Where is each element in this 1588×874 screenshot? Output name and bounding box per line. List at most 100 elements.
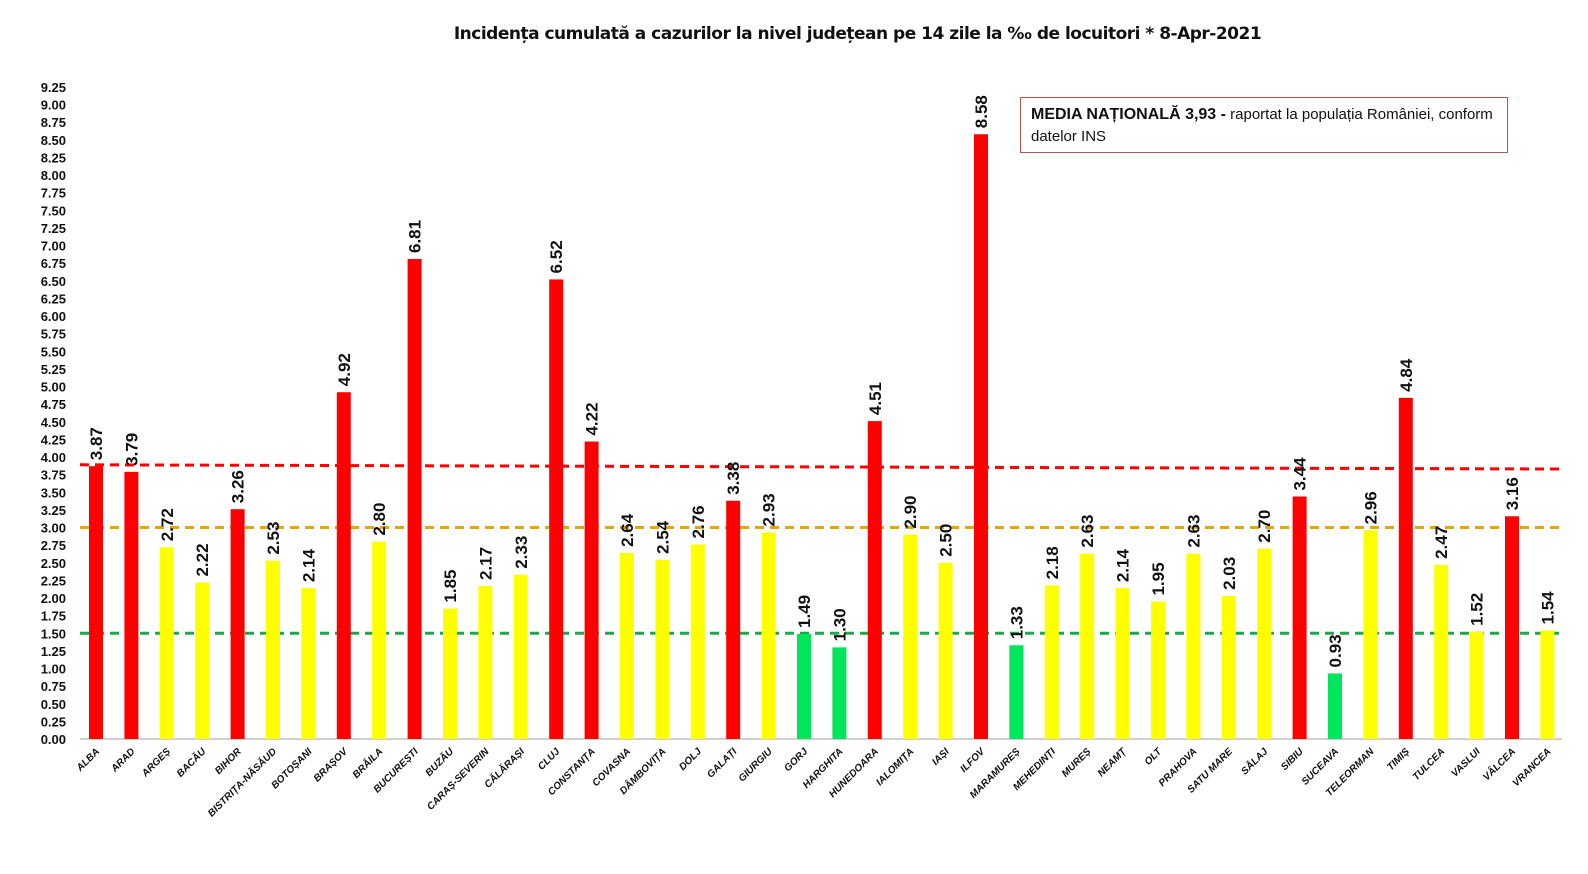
data-label: 6.52 [547, 240, 566, 273]
bar-caraș-severin [478, 586, 493, 739]
y-tick-label: 5.25 [41, 362, 66, 377]
y-tick-label: 5.75 [41, 327, 66, 342]
data-label: 3.44 [1291, 457, 1310, 491]
y-tick-label: 8.50 [41, 133, 66, 148]
bar-alba [89, 466, 103, 739]
bar-ilfov [974, 134, 988, 739]
y-tick-label: 7.50 [41, 203, 66, 218]
x-tick-label: BACĂU [174, 744, 209, 779]
y-tick-label: 8.75 [41, 115, 66, 130]
y-tick-label: 8.25 [41, 150, 66, 165]
data-label: 6.81 [406, 220, 425, 253]
reference-line [79, 463, 1563, 471]
data-label: 0.93 [1326, 634, 1345, 667]
data-label: 2.50 [937, 524, 956, 557]
bar-sălaj [1257, 548, 1272, 739]
y-tick-label: 8.00 [41, 168, 66, 183]
x-tick-label: ALBA [74, 746, 102, 774]
y-tick-label: 6.25 [41, 291, 66, 306]
y-tick-label: 2.50 [41, 556, 66, 571]
y-tick-label: 4.00 [41, 450, 66, 465]
y-tick-label: 3.75 [41, 468, 66, 483]
x-tick-label: VÂLCEA [1480, 745, 1518, 783]
bar-iași [938, 562, 953, 739]
data-label: 1.54 [1538, 591, 1557, 625]
y-tick-label: 0.50 [41, 697, 66, 712]
y-tick-label: 3.25 [41, 503, 66, 518]
x-tick-label: DOLJ [677, 746, 704, 773]
data-label: 2.22 [193, 543, 212, 576]
data-label: 2.96 [1361, 491, 1380, 524]
bar-arad [124, 471, 139, 739]
y-tick-label: 9.00 [41, 98, 66, 113]
data-label: 1.52 [1468, 593, 1487, 626]
data-label: 2.64 [618, 513, 637, 547]
data-label: 2.93 [760, 493, 779, 526]
y-tick-label: 0.25 [41, 714, 66, 729]
x-tick-label: TIMIȘ [1385, 746, 1412, 773]
y-tick-label: 9.25 [41, 80, 66, 95]
x-tick-label: TULCEA [1411, 746, 1447, 782]
x-tick-label: MUREȘ [1060, 746, 1094, 780]
annotation-text: raportat la populația României, conform … [1031, 106, 1493, 145]
bar-ialomița [903, 534, 918, 739]
bar-călărași [513, 574, 528, 739]
x-tick-label: GIURGIU [737, 746, 776, 785]
y-tick-label: 4.75 [41, 397, 66, 412]
y-tick-label: 0.75 [41, 679, 66, 694]
bar-bucurești [407, 258, 422, 739]
bar-satu mare [1221, 595, 1236, 739]
y-tick-label: 2.00 [41, 591, 66, 606]
bar-harghita [832, 647, 847, 739]
data-label: 2.63 [1184, 515, 1203, 548]
bar-botoșani [301, 588, 316, 739]
x-tick-label: BIHOR [213, 746, 244, 777]
x-tick-label: SIBIU [1279, 746, 1306, 773]
data-label: 3.16 [1503, 477, 1522, 510]
y-tick-label: 7.00 [41, 239, 66, 254]
bar-dâmbovița [655, 559, 670, 739]
y-tick-label: 1.75 [41, 609, 66, 624]
x-tick-label: BUZĂU [422, 744, 456, 778]
data-label: 2.53 [264, 522, 283, 555]
data-label: 4.51 [866, 382, 885, 415]
data-label: 1.85 [441, 570, 460, 603]
bar-bihor [230, 509, 245, 739]
chart-title: Incidența cumulată a cazurilor la nivel … [453, 24, 1262, 44]
bar-suceava [1328, 673, 1342, 739]
bar-olt [1151, 601, 1165, 739]
y-tick-label: 7.75 [41, 186, 66, 201]
data-label: 2.47 [1432, 526, 1451, 559]
x-tick-label: VASLUI [1450, 746, 1483, 779]
y-tick-label: 7.25 [41, 221, 66, 236]
y-tick-label: 0.00 [41, 732, 66, 747]
data-label: 3.87 [87, 427, 106, 460]
bar-dolj [690, 544, 705, 739]
bar-maramureș [1009, 645, 1024, 739]
data-label: 1.30 [830, 608, 849, 641]
x-tick-label: NEAMȚ [1096, 746, 1130, 780]
bar-vrancea [1540, 630, 1555, 739]
y-tick-label: 4.50 [41, 415, 66, 430]
bar-buzău [443, 608, 457, 739]
x-tick-label: BRAȘOV [312, 745, 351, 784]
annotation-bold: MEDIA NAȚIONALĂ 3,93 - [1031, 106, 1226, 123]
y-tick-label: 4.25 [41, 432, 66, 447]
bar-mureș [1080, 553, 1095, 739]
x-tick-label: IALOMIȚA [874, 746, 916, 788]
bar-argeș [159, 547, 174, 739]
y-tick-label: 5.50 [41, 344, 66, 359]
x-tick-label: BISTRIȚA-NĂSĂUD [205, 745, 279, 819]
bar-constanța [584, 441, 599, 739]
x-tick-label: CARAȘ-SEVERIN [425, 746, 492, 813]
bar-cluj [549, 279, 564, 739]
y-tick-label: 6.75 [41, 256, 66, 271]
data-label: 2.80 [370, 503, 389, 536]
data-label: 1.49 [795, 595, 814, 628]
bar-vâlcea [1505, 516, 1519, 739]
y-tick-label: 1.00 [41, 662, 66, 677]
x-tick-label: GALAȚI [705, 746, 739, 780]
data-label: 2.14 [1114, 549, 1133, 583]
data-label: 4.22 [583, 402, 602, 435]
